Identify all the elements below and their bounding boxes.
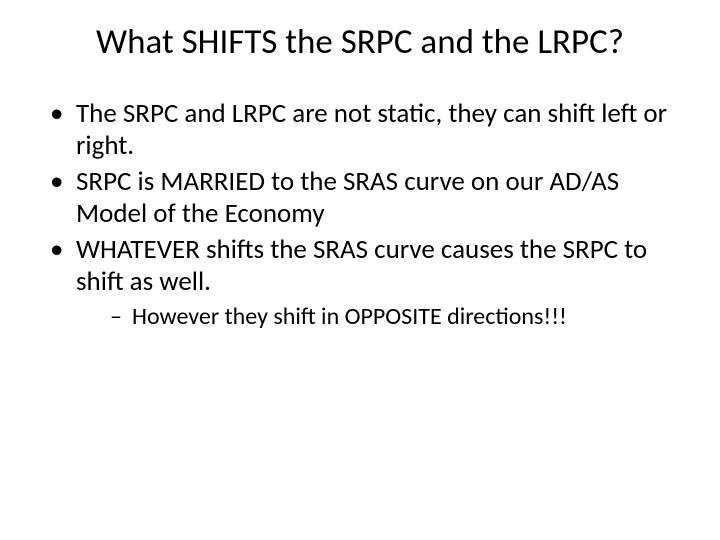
bullet-list: The SRPC and LRPC are not static, they c… xyxy=(50,98,680,332)
bullet-item: WHATEVER shifts the SRAS curve causes th… xyxy=(50,234,680,333)
slide: What SHIFTS the SRPC and the LRPC? The S… xyxy=(0,0,720,540)
sub-bullet-item: However they shift in OPPOSITE direction… xyxy=(110,303,680,332)
bullet-item: The SRPC and LRPC are not static, they c… xyxy=(50,98,680,162)
sub-bullet-list: However they shift in OPPOSITE direction… xyxy=(110,303,680,332)
bullet-text: WHATEVER shifts the SRAS curve causes th… xyxy=(76,233,647,298)
bullet-item: SRPC is MARRIED to the SRAS curve on our… xyxy=(50,166,680,230)
slide-title: What SHIFTS the SRPC and the LRPC? xyxy=(40,22,680,62)
